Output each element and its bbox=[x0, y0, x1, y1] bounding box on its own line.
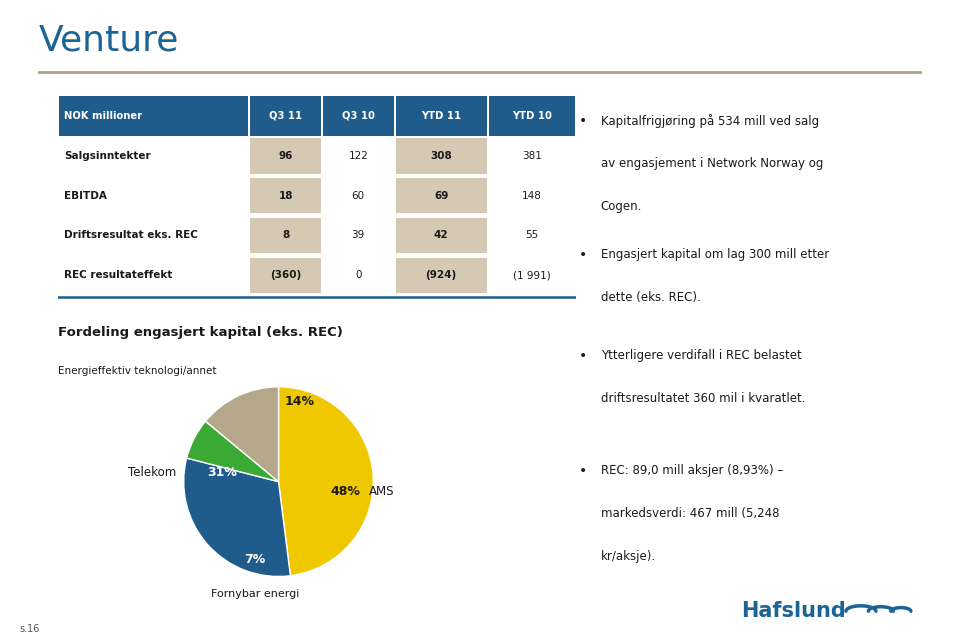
Text: EBITDA: EBITDA bbox=[63, 191, 107, 200]
FancyBboxPatch shape bbox=[396, 257, 487, 293]
Text: 60: 60 bbox=[351, 191, 365, 200]
Text: 14%: 14% bbox=[284, 395, 314, 408]
Text: •: • bbox=[579, 464, 588, 478]
Text: markedsverdi: 467 mill (5,248: markedsverdi: 467 mill (5,248 bbox=[601, 507, 780, 520]
Text: 122: 122 bbox=[348, 151, 369, 161]
Text: Venture: Venture bbox=[38, 24, 179, 58]
Text: Driftsresultat eks. REC: Driftsresultat eks. REC bbox=[63, 230, 198, 241]
Text: (924): (924) bbox=[425, 270, 457, 280]
Text: Fordeling engasjert kapital (eks. REC): Fordeling engasjert kapital (eks. REC) bbox=[58, 326, 343, 339]
Text: Q3 11: Q3 11 bbox=[269, 111, 302, 121]
Text: Kapitalfrigjøring på 534 mill ved salg: Kapitalfrigjøring på 534 mill ved salg bbox=[601, 114, 819, 127]
Text: dette (eks. REC).: dette (eks. REC). bbox=[601, 291, 701, 304]
Text: 69: 69 bbox=[434, 191, 448, 200]
Text: •: • bbox=[579, 114, 588, 127]
FancyBboxPatch shape bbox=[396, 178, 487, 213]
Text: 7%: 7% bbox=[244, 553, 265, 566]
Text: 308: 308 bbox=[430, 151, 452, 161]
Text: •: • bbox=[579, 349, 588, 363]
Text: Energieffektiv teknologi/annet: Energieffektiv teknologi/annet bbox=[58, 366, 216, 376]
Text: •: • bbox=[579, 248, 588, 262]
Text: 39: 39 bbox=[351, 230, 365, 241]
FancyBboxPatch shape bbox=[396, 218, 487, 253]
Text: s.16: s.16 bbox=[19, 624, 39, 634]
Text: 48%: 48% bbox=[330, 484, 361, 498]
Text: 42: 42 bbox=[434, 230, 448, 241]
Wedge shape bbox=[183, 458, 291, 577]
Wedge shape bbox=[186, 421, 278, 482]
Text: 8: 8 bbox=[282, 230, 289, 241]
Text: (360): (360) bbox=[270, 270, 301, 280]
Text: driftsresultatet 360 mil i kvaratlet.: driftsresultatet 360 mil i kvaratlet. bbox=[601, 392, 805, 405]
FancyBboxPatch shape bbox=[251, 218, 321, 253]
Text: YTD 10: YTD 10 bbox=[512, 111, 552, 121]
Text: REC resultateffekt: REC resultateffekt bbox=[63, 270, 172, 280]
Text: (1 991): (1 991) bbox=[513, 270, 551, 280]
Text: Salgsinntekter: Salgsinntekter bbox=[63, 151, 151, 161]
Text: 0: 0 bbox=[355, 270, 362, 280]
Text: Q3 10: Q3 10 bbox=[342, 111, 374, 121]
FancyBboxPatch shape bbox=[251, 96, 321, 136]
Text: av engasjement i Network Norway og: av engasjement i Network Norway og bbox=[601, 157, 824, 170]
Text: Telekom: Telekom bbox=[128, 466, 176, 479]
FancyBboxPatch shape bbox=[323, 96, 394, 136]
Text: 381: 381 bbox=[522, 151, 541, 161]
FancyBboxPatch shape bbox=[251, 257, 321, 293]
Text: kr/aksje).: kr/aksje). bbox=[601, 550, 656, 563]
Text: Ytterligere verdifall i REC belastet: Ytterligere verdifall i REC belastet bbox=[601, 349, 802, 362]
Text: 31%: 31% bbox=[206, 466, 236, 479]
Text: Hafslund: Hafslund bbox=[741, 601, 846, 621]
Text: 148: 148 bbox=[522, 191, 541, 200]
Text: REC: 89,0 mill aksjer (8,93%) –: REC: 89,0 mill aksjer (8,93%) – bbox=[601, 464, 783, 477]
FancyBboxPatch shape bbox=[396, 96, 487, 136]
Text: YTD 11: YTD 11 bbox=[421, 111, 461, 121]
Text: AMS: AMS bbox=[369, 484, 395, 498]
Text: Fornybar energi: Fornybar energi bbox=[210, 589, 299, 598]
Text: NOK millioner: NOK millioner bbox=[63, 111, 142, 121]
FancyBboxPatch shape bbox=[396, 138, 487, 173]
Text: Cogen.: Cogen. bbox=[601, 200, 642, 213]
Text: 96: 96 bbox=[278, 151, 293, 161]
FancyBboxPatch shape bbox=[251, 178, 321, 213]
FancyBboxPatch shape bbox=[251, 138, 321, 173]
FancyBboxPatch shape bbox=[59, 96, 249, 136]
Text: Engasjert kapital om lag 300 mill etter: Engasjert kapital om lag 300 mill etter bbox=[601, 248, 829, 261]
Text: 55: 55 bbox=[525, 230, 539, 241]
Wedge shape bbox=[278, 387, 373, 576]
Text: 18: 18 bbox=[278, 191, 293, 200]
Wedge shape bbox=[205, 387, 278, 482]
FancyBboxPatch shape bbox=[489, 96, 575, 136]
